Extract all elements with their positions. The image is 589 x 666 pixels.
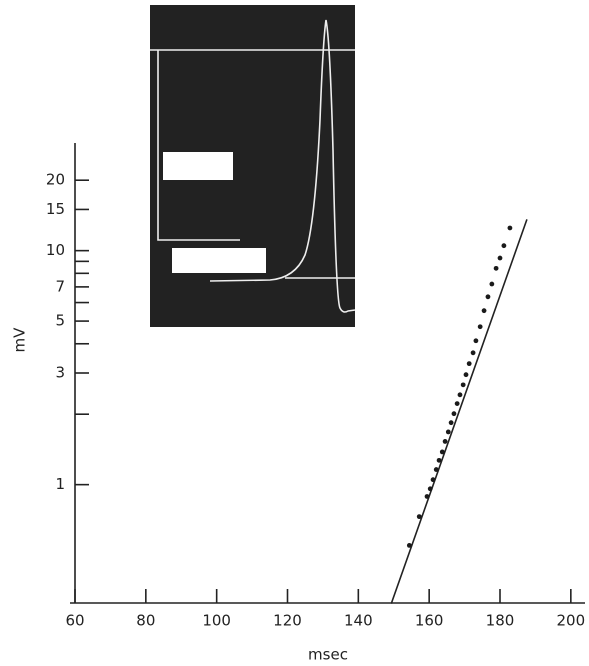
x-tick-label: 160 <box>415 612 444 630</box>
data-point <box>431 477 436 482</box>
data-point <box>437 458 442 463</box>
data-point <box>494 266 499 271</box>
x-tick-label: 120 <box>273 612 302 630</box>
inset-label-box <box>172 248 266 273</box>
data-point <box>455 401 460 406</box>
y-tick-label: 15 <box>46 200 65 218</box>
data-point <box>486 294 491 299</box>
data-point <box>461 382 466 387</box>
x-tick-label: 100 <box>202 612 231 630</box>
chart: mV msec 1 3 5 7 10 15 20 60 80 100 120 140 160 180 200 <box>0 0 589 666</box>
y-tick-label: 20 <box>46 171 65 189</box>
data-point <box>443 439 448 444</box>
data-point <box>478 324 483 329</box>
data-point <box>407 543 412 548</box>
x-tick-label: 180 <box>486 612 515 630</box>
data-point <box>501 243 506 248</box>
y-tick-label: 5 <box>55 312 65 330</box>
data-point <box>428 486 433 491</box>
data-point <box>434 467 439 472</box>
data-point <box>508 226 513 231</box>
y-tick-label: 10 <box>46 241 65 259</box>
inset-oscillogram <box>150 5 355 327</box>
x-tick-label: 140 <box>344 612 373 630</box>
x-tick-label: 60 <box>65 612 84 630</box>
data-point <box>425 494 430 499</box>
data-point <box>482 308 487 313</box>
data-point <box>471 350 476 355</box>
data-point <box>449 420 454 425</box>
x-axis-label: msec <box>308 646 348 664</box>
data-point <box>498 256 503 261</box>
data-point <box>440 450 445 455</box>
data-point <box>452 411 457 416</box>
data-point <box>474 338 479 343</box>
x-tick-label: 80 <box>136 612 155 630</box>
data-point <box>467 361 472 366</box>
y-tick-label: 1 <box>55 475 65 493</box>
data-point <box>489 282 494 287</box>
data-point <box>417 514 422 519</box>
data-point <box>464 372 469 377</box>
data-point <box>446 430 451 435</box>
y-tick-label: 7 <box>55 277 65 295</box>
data-point <box>458 392 463 397</box>
y-tick-label: 3 <box>55 364 65 382</box>
y-axis-label: mV <box>11 327 29 353</box>
x-tick-label: 200 <box>557 612 586 630</box>
inset-label-box <box>163 152 233 180</box>
